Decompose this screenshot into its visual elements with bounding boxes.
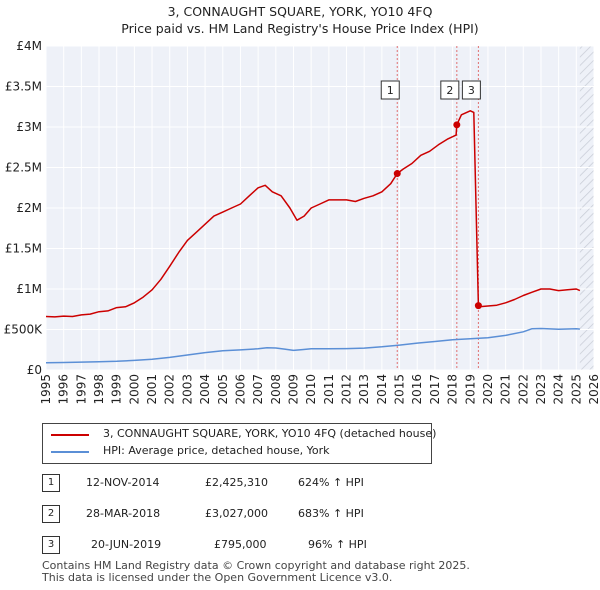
x-tick-label: 2015 xyxy=(393,374,407,405)
x-tick-label: 2003 xyxy=(180,374,194,405)
x-tick-label: 1998 xyxy=(92,374,106,405)
sale-date: 12-NOV-2014 xyxy=(86,476,160,489)
sale-date: 20-JUN-2019 xyxy=(91,538,162,551)
y-tick-label: £1M xyxy=(16,282,42,296)
sale-point xyxy=(453,121,461,129)
legend-label-hpi: HPI: Average price, detached house, York xyxy=(103,444,330,457)
x-tick-label: 2007 xyxy=(251,374,265,405)
legend-swatch-property xyxy=(51,434,89,436)
x-tick-label: 2017 xyxy=(428,374,442,405)
chart-title: 3, CONNAUGHT SQUARE, YORK, YO10 4FQ xyxy=(167,4,433,19)
y-tick-label: £0 xyxy=(27,363,42,377)
sale-hpi-change: 683% ↑ HPI xyxy=(298,507,364,520)
y-tick-label: £2.5M xyxy=(5,161,42,175)
x-tick-label: 2019 xyxy=(463,374,477,405)
y-tick-label: £500K xyxy=(4,323,44,337)
attribution-line-1: Contains HM Land Registry data © Crown c… xyxy=(42,559,470,572)
x-tick-label: 2020 xyxy=(481,374,495,405)
x-tick-label: 2012 xyxy=(340,374,354,405)
sale-hpi-change: 96% ↑ HPI xyxy=(308,538,367,551)
series-line-property xyxy=(45,110,581,318)
sale-marker-box xyxy=(461,80,481,100)
x-tick-label: 2023 xyxy=(534,374,548,405)
chart-subtitle: Price paid vs. HM Land Registry's House … xyxy=(121,21,479,36)
x-tick-label: 2025 xyxy=(569,374,583,405)
sale-number-badge: 1 xyxy=(42,474,60,492)
x-tick-label: 2010 xyxy=(304,374,318,405)
y-tick-label: £3M xyxy=(16,120,42,134)
x-tick-label: 2006 xyxy=(233,374,247,405)
sale-number-badge: 3 xyxy=(42,536,60,554)
x-tick-label: 2009 xyxy=(286,374,300,405)
sale-marker-label: 2 xyxy=(446,84,453,97)
x-tick-label: 1997 xyxy=(74,374,88,405)
sale-number-badge: 2 xyxy=(42,505,60,523)
attribution-line-2: This data is licensed under the Open Gov… xyxy=(42,571,393,584)
x-tick-label: 2011 xyxy=(322,374,336,405)
sale-point xyxy=(474,302,482,310)
sale-date: 28-MAR-2018 xyxy=(86,507,161,520)
y-tick-label: £2M xyxy=(16,201,42,215)
x-tick-label: 2014 xyxy=(375,374,389,405)
x-tick-label: 1995 xyxy=(39,374,53,405)
sale-price: £795,000 xyxy=(214,538,267,551)
sale-marker-box xyxy=(380,80,400,100)
x-tick-label: 2005 xyxy=(216,374,230,405)
sale-point xyxy=(393,170,401,178)
x-tick-label: 2024 xyxy=(552,374,566,405)
y-tick-label: £4M xyxy=(16,39,42,53)
price-chart: £0 £500K £1M £1.5M £2M £2.5M £3M £3.5M £4M 1995 19… xyxy=(4,39,600,405)
y-tick-label: £1.5M xyxy=(5,242,42,256)
x-tick-label: 2013 xyxy=(357,374,371,405)
x-tick-label: 2026 xyxy=(587,374,600,405)
x-tick-label: 2022 xyxy=(516,374,530,405)
sale-price: £2,425,310 xyxy=(205,476,268,489)
x-tick-label: 2018 xyxy=(446,374,460,405)
legend-label-property: 3, CONNAUGHT SQUARE, YORK, YO10 4FQ (det… xyxy=(103,427,437,440)
legend-swatch-hpi xyxy=(51,451,89,453)
x-tick-label: 2004 xyxy=(198,374,212,405)
x-tick-label: 1999 xyxy=(110,374,124,405)
sale-marker-box xyxy=(440,80,460,100)
sale-hpi-change: 624% ↑ HPI xyxy=(298,476,364,489)
legend: 3, CONNAUGHT SQUARE, YORK, YO10 4FQ (det… xyxy=(42,423,436,464)
series-line-hpi xyxy=(45,327,580,364)
x-tick-label: 2000 xyxy=(127,374,141,405)
attribution: Contains HM Land Registry data © Crown c… xyxy=(42,560,470,584)
x-tick-label: 2008 xyxy=(269,374,283,405)
sale-marker-label: 1 xyxy=(387,84,394,97)
x-tick-label: 2002 xyxy=(163,374,177,405)
y-tick-label: £3.5M xyxy=(5,80,42,94)
x-tick-label: 2001 xyxy=(145,374,159,405)
sale-marker-label: 3 xyxy=(468,84,475,97)
sale-price: £3,027,000 xyxy=(205,507,268,520)
x-tick-label: 2016 xyxy=(410,374,424,405)
x-tick-label: 1996 xyxy=(57,374,71,405)
x-tick-label: 2021 xyxy=(499,374,513,405)
